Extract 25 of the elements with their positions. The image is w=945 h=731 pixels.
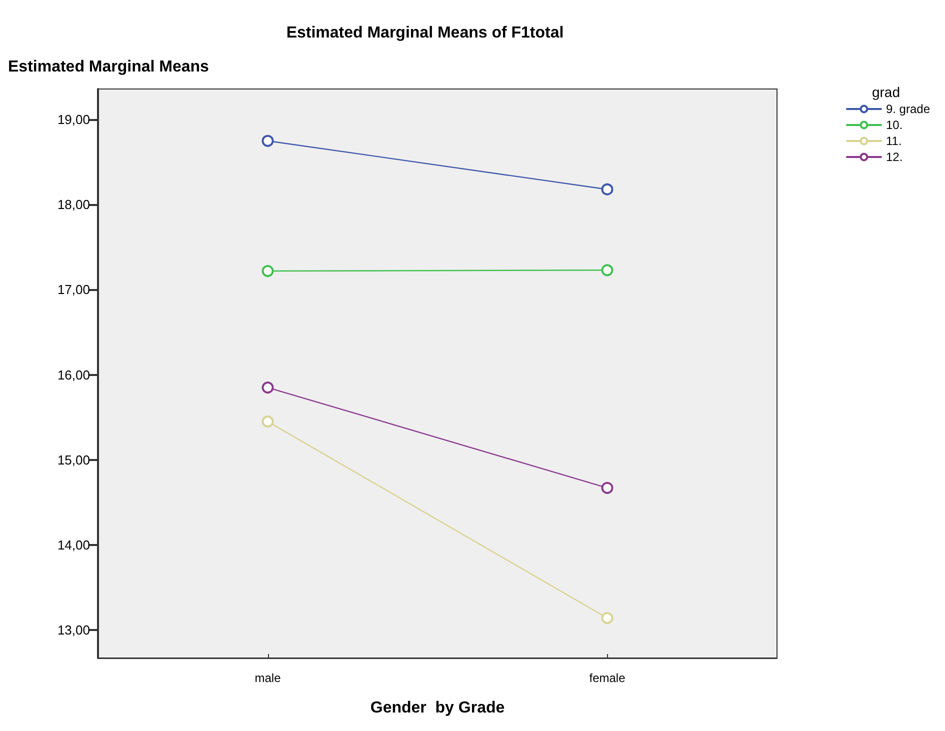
point [262, 265, 274, 278]
legend-label: 10. [886, 118, 903, 132]
y-tick-label: 18,00 [57, 197, 90, 212]
legend-label: 11. [886, 134, 902, 148]
point [262, 134, 274, 147]
x-tick-label: female [589, 671, 626, 685]
legend-label: 9. grade [886, 102, 930, 116]
point [262, 382, 274, 394]
y-tick-label: 16,00 [57, 367, 90, 382]
y-tick-label: 14,00 [57, 537, 90, 552]
legend-label: 12. [886, 150, 903, 164]
chart-title: Estimated Marginal Means of F1total [286, 24, 564, 42]
point [262, 416, 274, 428]
y-tick-label: 13,00 [57, 622, 90, 638]
point [601, 264, 614, 276]
y-tick-label: 15,00 [57, 452, 90, 468]
y-tick-label: 17,00 [57, 282, 90, 298]
y-tick-label: 19,00 [57, 112, 90, 128]
x-axis-title: Gender by Grade [370, 700, 505, 716]
point [601, 612, 614, 624]
y-axis-title: Estimated Marginal Means [8, 58, 210, 76]
x-tick-label: male [254, 671, 282, 685]
legend-title: grad [872, 84, 900, 100]
point [601, 183, 614, 196]
point [601, 482, 614, 494]
